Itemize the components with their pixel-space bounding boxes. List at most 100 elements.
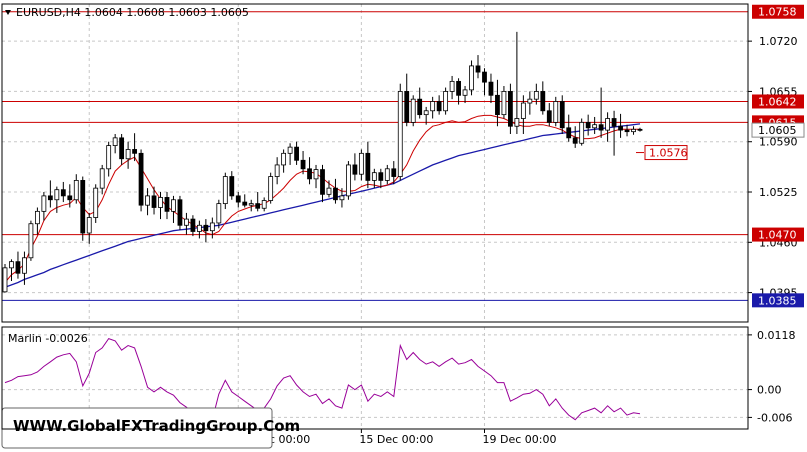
candle-body — [436, 101, 442, 112]
overlay-labels: 1.07581.06421.06151.04701.03851.06051.05… — [636, 4, 805, 308]
candle-body — [592, 124, 598, 129]
candle-body — [145, 195, 150, 206]
oscillator-tick-label: -0.006 — [757, 411, 792, 424]
candle-body — [618, 125, 623, 131]
candle-body — [177, 199, 183, 226]
candle-body — [34, 210, 40, 225]
oscillator-axis: 0.0118 0.00 -0.006 — [748, 329, 796, 424]
candle-body — [80, 180, 86, 234]
candle-body — [598, 124, 604, 131]
level-price-badge — [752, 4, 804, 19]
candle-body — [281, 152, 287, 166]
candle-body — [320, 169, 325, 195]
price-tick-label: 1.0590 — [759, 136, 798, 149]
candle-body — [365, 152, 371, 181]
candle-body — [86, 217, 92, 234]
level-price-badge — [752, 293, 804, 308]
candle-body — [495, 94, 500, 116]
candle-body — [164, 197, 170, 212]
candle-body — [112, 137, 118, 146]
candle-body — [624, 129, 630, 133]
candle-body — [391, 168, 397, 177]
candle-body — [410, 98, 416, 123]
candle-body — [229, 176, 235, 197]
candle-body — [566, 127, 572, 139]
candle-body — [585, 121, 591, 129]
candle-body — [2, 267, 8, 293]
level-price-badge — [752, 227, 804, 242]
candle-body — [326, 187, 332, 195]
candle-body — [60, 189, 66, 197]
candle-body — [605, 118, 611, 131]
candle-body — [99, 168, 105, 189]
candle-body — [73, 180, 79, 201]
candle-body — [307, 168, 312, 180]
candle-body — [404, 91, 410, 123]
candle-body — [216, 203, 222, 224]
candle-body — [520, 102, 526, 119]
candle-body — [268, 176, 274, 201]
candle-body — [611, 118, 617, 127]
candle-body — [501, 91, 507, 116]
candle-body — [637, 128, 643, 131]
oscillator-tick-label: 0.00 — [757, 384, 782, 397]
candle-body — [553, 101, 559, 123]
candle-body — [527, 98, 533, 104]
marlin-oscillator — [4, 338, 641, 423]
candle-body — [287, 146, 293, 154]
main-panel-grid — [2, 4, 748, 322]
ma-slow-line — [4, 123, 641, 288]
candle-body — [456, 80, 461, 96]
candle-body — [158, 197, 163, 208]
candle-body — [631, 128, 636, 133]
level-price-label: 1.0642 — [758, 95, 797, 108]
level-price-label: 1.0385 — [758, 294, 797, 307]
candle-body — [514, 118, 520, 127]
watermark-text: WWW.GlobalFXTradingGroup.Com — [13, 417, 300, 435]
oscillator-tick-label: 0.0118 — [757, 329, 796, 342]
candle-body — [488, 81, 494, 96]
candle-body — [261, 200, 267, 209]
candle-body — [22, 257, 27, 274]
candle-body — [9, 261, 14, 269]
candle-body — [352, 164, 358, 175]
candle-body — [54, 189, 60, 201]
candle-body — [235, 195, 241, 203]
candle-body — [15, 261, 21, 274]
candle-body — [203, 224, 209, 232]
symbol-header: EURUSD,H4 1.0604 1.0608 1.0603 1.0605 — [16, 6, 249, 19]
candle-body — [300, 159, 306, 170]
candle-body — [533, 91, 539, 100]
candle-body — [106, 145, 112, 170]
candle-body — [93, 187, 99, 218]
price-tick-label: 1.0525 — [759, 186, 798, 199]
marlin-line — [4, 338, 641, 423]
candle-body — [384, 168, 390, 181]
candle-body — [339, 195, 345, 201]
candle-body — [28, 223, 34, 259]
candle-body — [125, 149, 131, 160]
candle-body — [41, 195, 47, 212]
time-tick-label: 15 Dec 00:00 — [359, 433, 433, 446]
candle-body — [540, 91, 546, 112]
candle-body — [417, 98, 423, 116]
candle-body — [47, 195, 53, 201]
level-price-badge — [752, 94, 804, 109]
candle-body — [313, 169, 319, 180]
time-tick-label: 19 Dec 00:00 — [482, 433, 556, 446]
dropdown-triangle-icon[interactable] — [5, 10, 11, 15]
candle-body — [449, 80, 455, 92]
candle-body — [190, 218, 196, 232]
candle-body — [508, 91, 513, 127]
candle-body — [559, 101, 565, 129]
candle-body — [151, 195, 157, 208]
price-tick-label: 1.0720 — [759, 35, 798, 48]
candle-body — [572, 137, 578, 144]
annotation-label: 1.0576 — [649, 147, 688, 160]
candle-body — [138, 152, 144, 206]
main-panel-frame — [1, 3, 749, 323]
candle-body — [171, 199, 176, 212]
candle-body — [333, 187, 338, 201]
